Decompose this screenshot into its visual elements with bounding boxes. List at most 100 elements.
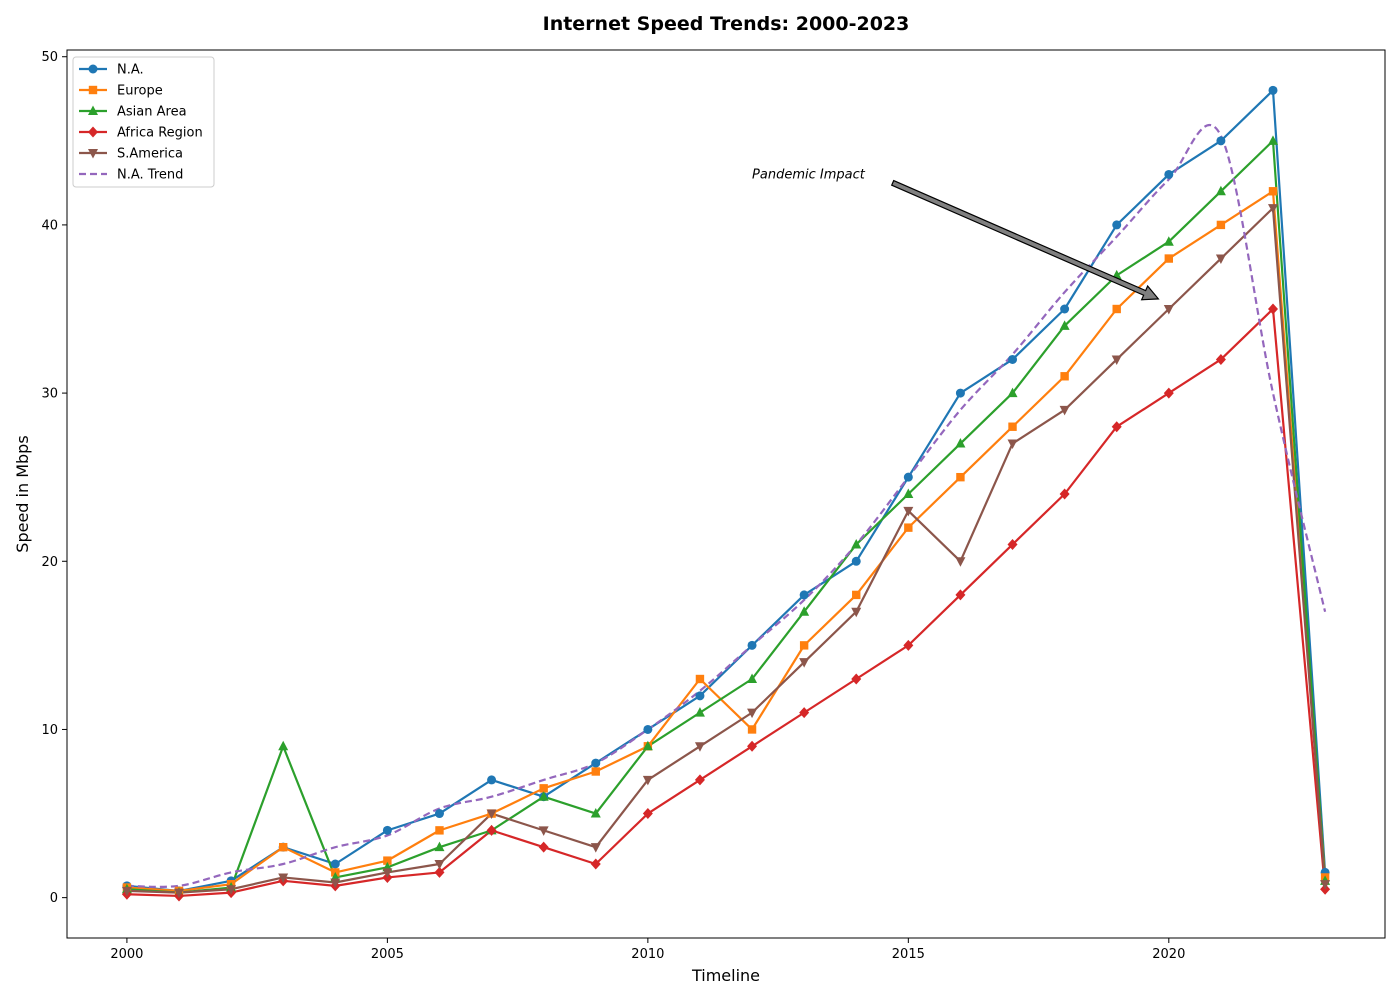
data-point-africa-region [1215, 353, 1226, 365]
y-axis-label: Speed in Mbps [13, 435, 32, 552]
data-point-asian-area [538, 791, 549, 801]
data-point-europe [1164, 254, 1174, 263]
legend-label-africa-region: Africa Region [117, 126, 203, 141]
series-line-europe [126, 190, 1327, 893]
legend-label-asian-area: Asian Area [117, 105, 187, 120]
data-point-europe [956, 472, 965, 482]
data-point-n-a [1164, 169, 1174, 179]
data-point-s-america [486, 809, 497, 820]
data-point-s-america [121, 886, 132, 897]
data-point-asian-area [799, 606, 810, 616]
data-point-n-a [903, 472, 913, 482]
data-point-europe [1112, 304, 1121, 314]
annotation-arrow [890, 179, 1160, 301]
data-point-s-america [1267, 204, 1278, 214]
data-point-asian-area [694, 707, 705, 717]
data-point-europe [539, 784, 548, 793]
data-point-asian-area [851, 538, 862, 549]
x-tick-label: 2010 [631, 947, 664, 962]
data-point-s-america [330, 878, 341, 888]
data-point-s-america [1007, 439, 1018, 450]
data-point-n-a [799, 590, 809, 600]
data-point-asian-area [1007, 387, 1018, 398]
data-point-s-america [174, 888, 185, 899]
y-tick-label: 50 [41, 50, 58, 65]
data-point-africa-region [434, 866, 445, 878]
data-point-s-america [851, 607, 862, 618]
legend-marker-asian-area [88, 105, 98, 115]
y-tick-label: 40 [41, 218, 58, 233]
data-point-africa-region [486, 824, 497, 836]
data-point-europe [435, 826, 444, 835]
data-point-s-america [642, 775, 653, 786]
data-point-europe [1268, 187, 1278, 196]
data-point-europe [852, 590, 861, 600]
legend-marker-n-a [88, 64, 98, 74]
legend-label-n-a-trend: N.A. Trend [117, 168, 183, 183]
data-point-africa-region [694, 774, 705, 786]
legend-label-europe: Europe [117, 84, 163, 99]
data-point-africa-region [1163, 387, 1174, 399]
legend-marker-s-america [88, 149, 98, 159]
axis-ticks: 2000 2005 2010 2015 2020 0 10 20 30 40 50 [41, 50, 1185, 962]
legend-box [72, 56, 215, 188]
data-point-asian-area [903, 488, 914, 498]
data-point-asian-area [642, 740, 653, 751]
data-point-n-a [382, 825, 392, 835]
data-point-n-a [851, 556, 861, 566]
x-tick-label: 2015 [892, 947, 925, 962]
data-point-s-america [1111, 355, 1122, 365]
data-point-s-america [434, 860, 445, 870]
series-line-n-a-trend [126, 124, 1327, 888]
data-point-europe [1216, 220, 1226, 230]
data-point-asian-area [747, 673, 758, 683]
data-point-europe [278, 842, 288, 852]
series-line-africa-region [126, 307, 1327, 898]
data-point-africa-region [955, 589, 966, 601]
data-point-asian-area [434, 841, 445, 852]
data-point-europe [747, 725, 757, 734]
data-point-n-a [1216, 136, 1226, 146]
data-point-s-america [694, 742, 705, 752]
data-point-s-america [226, 885, 237, 895]
data-point-n-a [695, 691, 705, 701]
legend-marker-europe [88, 85, 98, 95]
data-point-s-america [382, 868, 393, 878]
legend-marker-africa-region [88, 126, 98, 138]
plot-area [66, 49, 1386, 939]
legend-label-n-a: N.A. [117, 63, 144, 78]
data-point-europe [1060, 372, 1069, 381]
data-point-n-a [1008, 354, 1018, 364]
series-line-s-america [126, 206, 1327, 894]
data-point-s-america [903, 506, 914, 517]
data-point-asian-area [590, 808, 601, 818]
y-tick-label: 30 [41, 387, 58, 402]
series-lines [126, 89, 1327, 898]
data-point-europe [799, 641, 809, 650]
y-tick-label: 0 [50, 891, 58, 906]
data-point-s-america [799, 658, 810, 668]
annotation-text: Pandemic Impact [752, 167, 866, 182]
data-point-s-america [278, 873, 289, 883]
data-point-n-a [747, 640, 757, 650]
data-point-n-a [1060, 304, 1070, 314]
data-point-africa-region [538, 841, 549, 853]
data-point-africa-region [1007, 538, 1018, 550]
data-point-asian-area [278, 740, 289, 751]
data-point-europe [904, 523, 913, 532]
data-point-europe [695, 674, 705, 684]
data-point-s-america [1215, 254, 1226, 265]
data-point-africa-region [642, 808, 653, 820]
series-line-asian-area [126, 139, 1327, 894]
series-line-n-a [126, 89, 1327, 893]
data-point-africa-region [590, 858, 601, 870]
chart-title: Internet Speed Trends: 2000-2023 [543, 13, 910, 35]
data-point-asian-area [955, 438, 966, 448]
data-point-n-a [330, 859, 340, 869]
y-tick-label: 10 [41, 723, 58, 738]
data-point-n-a [643, 724, 653, 734]
data-point-africa-region [903, 639, 914, 651]
data-point-asian-area [1163, 236, 1174, 246]
x-axis-label: Timeline [691, 966, 760, 985]
x-tick-label: 2005 [371, 947, 404, 962]
